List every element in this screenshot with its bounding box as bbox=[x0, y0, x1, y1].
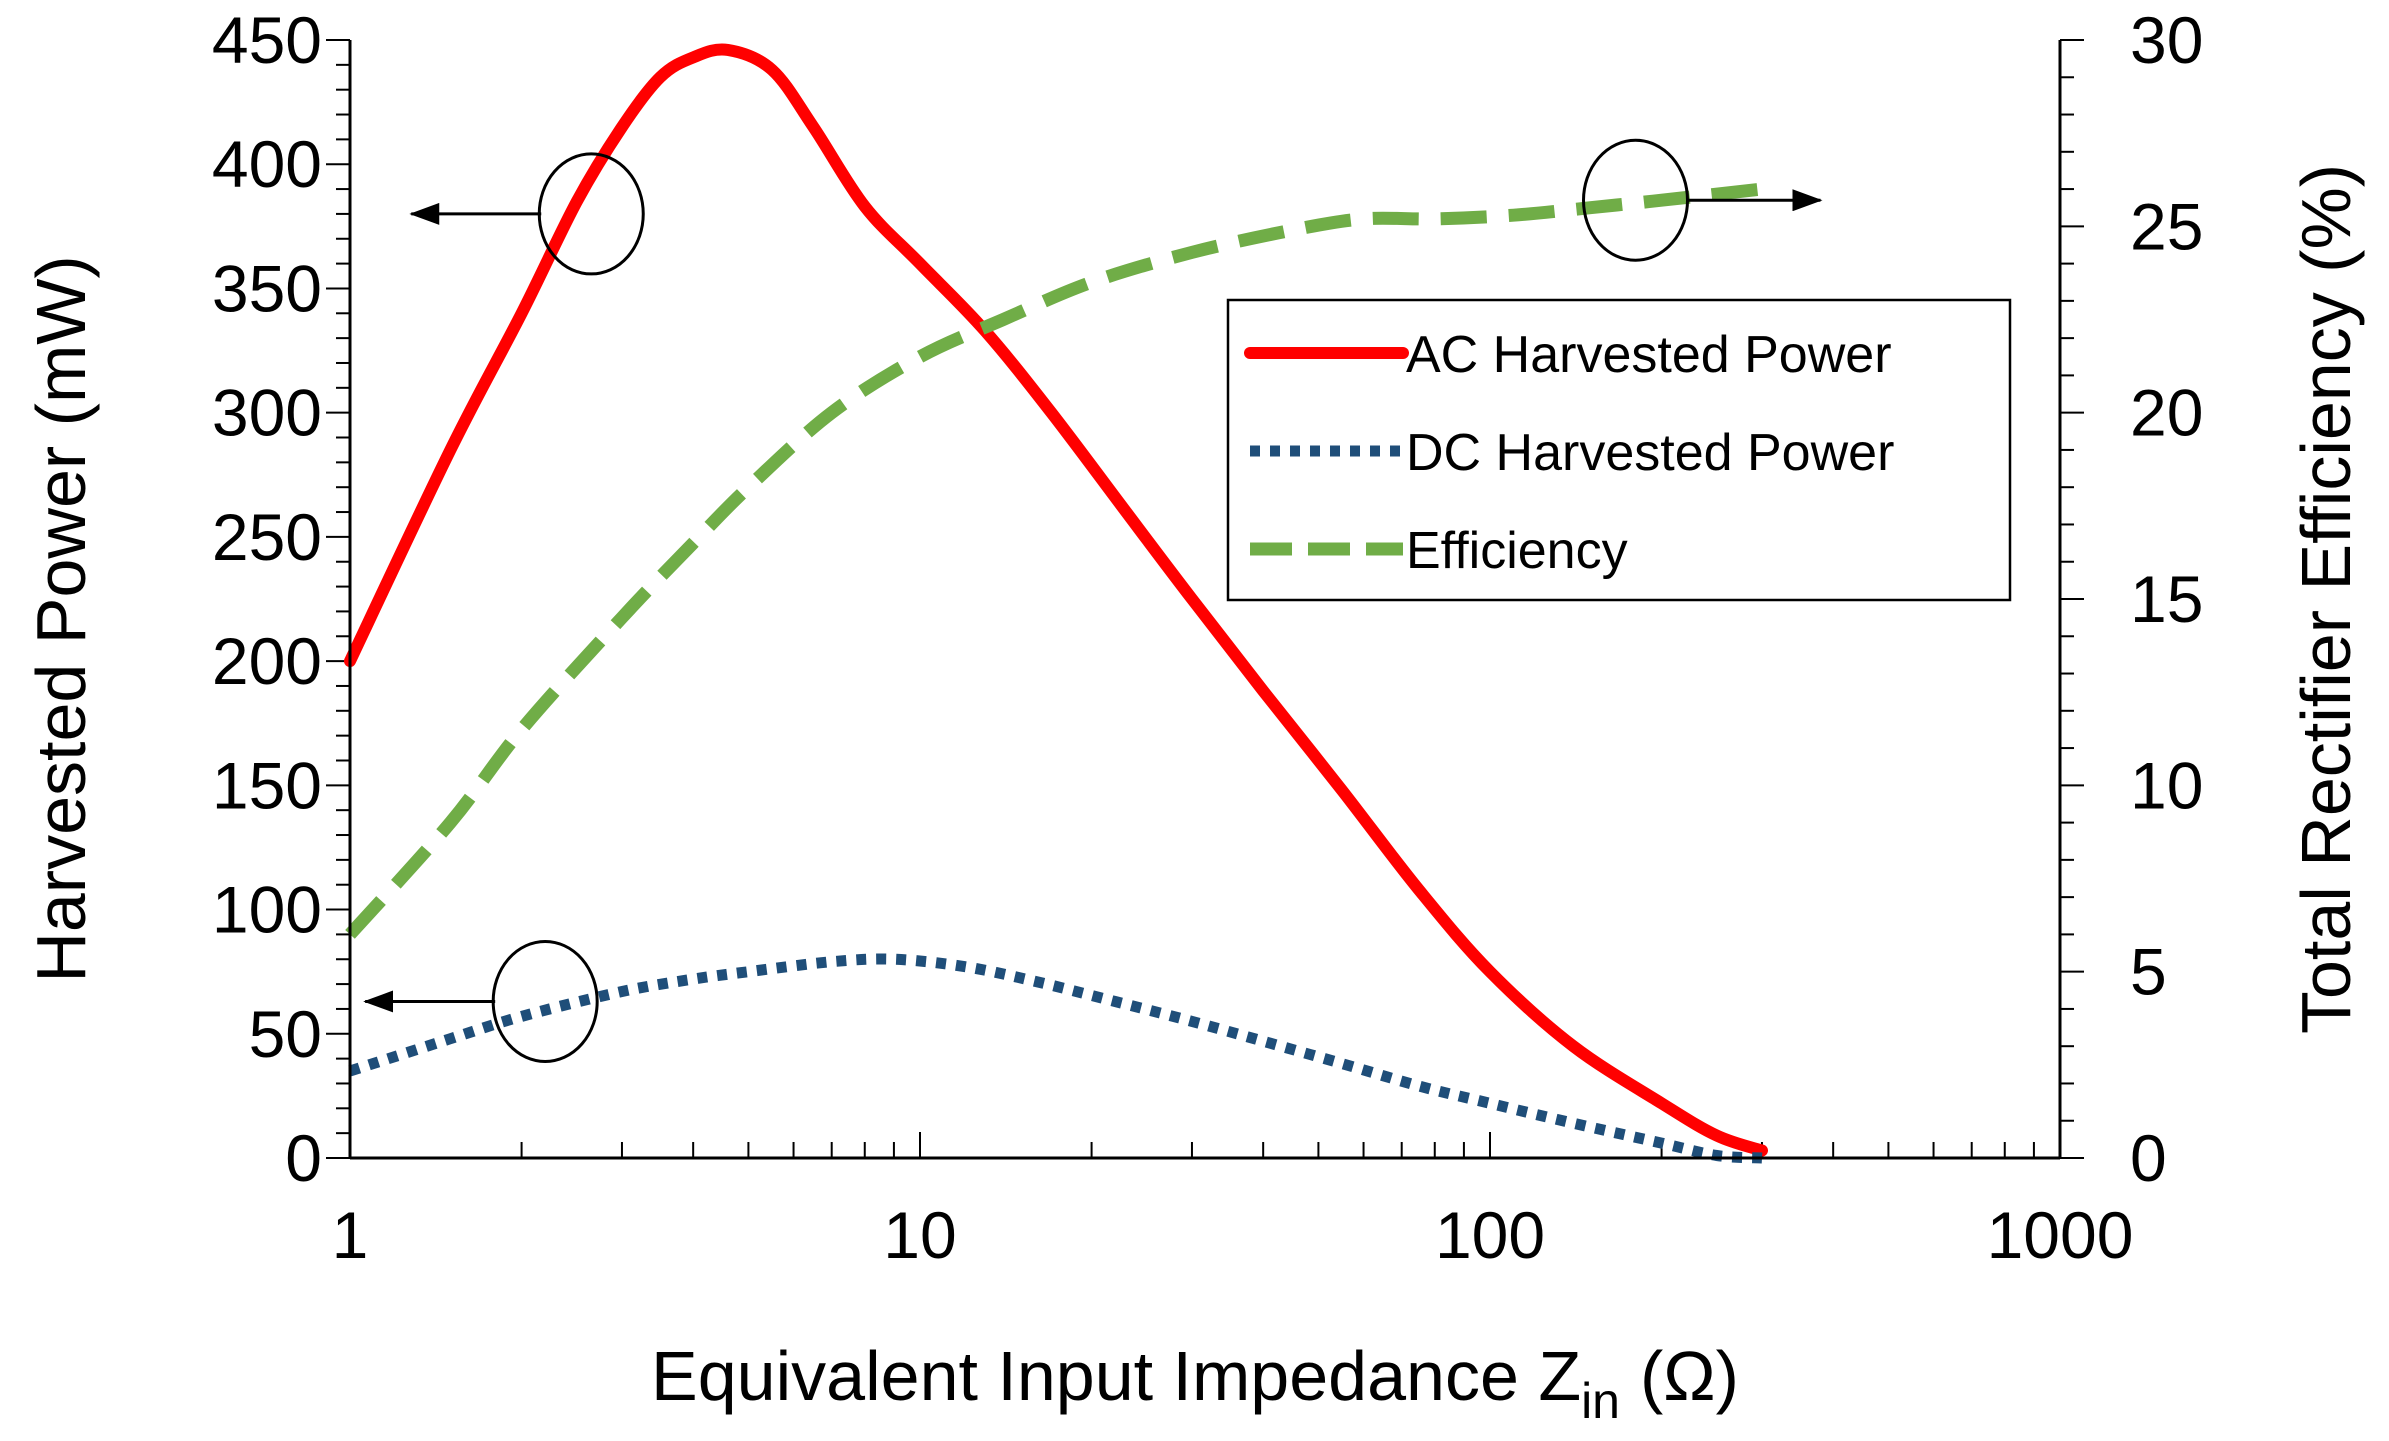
series-group bbox=[344, 43, 1768, 1164]
legend-label: AC Harvested Power bbox=[1406, 326, 1892, 384]
y2-tick-label: 5 bbox=[2130, 935, 2167, 1009]
x-tick-label: 100 bbox=[1435, 1198, 1545, 1272]
y-tick-label: 400 bbox=[212, 127, 322, 201]
x-tick-label: 10 bbox=[883, 1198, 956, 1272]
y-tick-label: 0 bbox=[285, 1121, 322, 1195]
x-tick-label: 1 bbox=[332, 1198, 369, 1272]
legend: AC Harvested Power DC Harvested Power Effi… bbox=[1226, 298, 2012, 602]
series-line-dc-harvested-power bbox=[348, 953, 1763, 1164]
y2-tick-label: 10 bbox=[2130, 748, 2203, 822]
y-tick-label: 350 bbox=[212, 251, 322, 325]
tick-labels: 0 50 100 150 200 250 300 350 400 450 0 5 10 15 20 25 30 1… bbox=[212, 3, 2204, 1272]
y-tick-label: 300 bbox=[212, 376, 322, 450]
x-axis-title: Equivalent Input Impedance Zin (Ω) bbox=[651, 1337, 1739, 1429]
legend-label: Efficiency bbox=[1406, 522, 1628, 580]
y2-tick-label: 25 bbox=[2130, 189, 2203, 263]
tick-marks bbox=[326, 39, 2084, 1159]
y2-tick-label: 30 bbox=[2130, 3, 2203, 77]
y2-tick-label: 20 bbox=[2130, 376, 2203, 450]
y-tick-label: 200 bbox=[212, 624, 322, 698]
legend-label: DC Harvested Power bbox=[1406, 424, 1894, 482]
y-tick-label: 50 bbox=[249, 997, 322, 1071]
y-tick-label: 250 bbox=[212, 500, 322, 574]
y-axis-title-left: Harvested Power (mW) bbox=[22, 255, 100, 982]
y2-tick-label: 0 bbox=[2130, 1121, 2167, 1195]
series-line-efficiency bbox=[345, 182, 1763, 939]
y-tick-label: 100 bbox=[212, 873, 322, 947]
annotation-group bbox=[363, 138, 1823, 1063]
x-tick-label: 1000 bbox=[1987, 1198, 2134, 1272]
series-line-ac-harvested-power bbox=[344, 43, 1768, 1157]
y-tick-label: 150 bbox=[212, 748, 322, 822]
y-tick-label: 450 bbox=[212, 3, 322, 77]
y-axis-title-right: Total Rectifier Efficiency (%) bbox=[2287, 164, 2365, 1034]
y2-tick-label: 15 bbox=[2130, 562, 2203, 636]
